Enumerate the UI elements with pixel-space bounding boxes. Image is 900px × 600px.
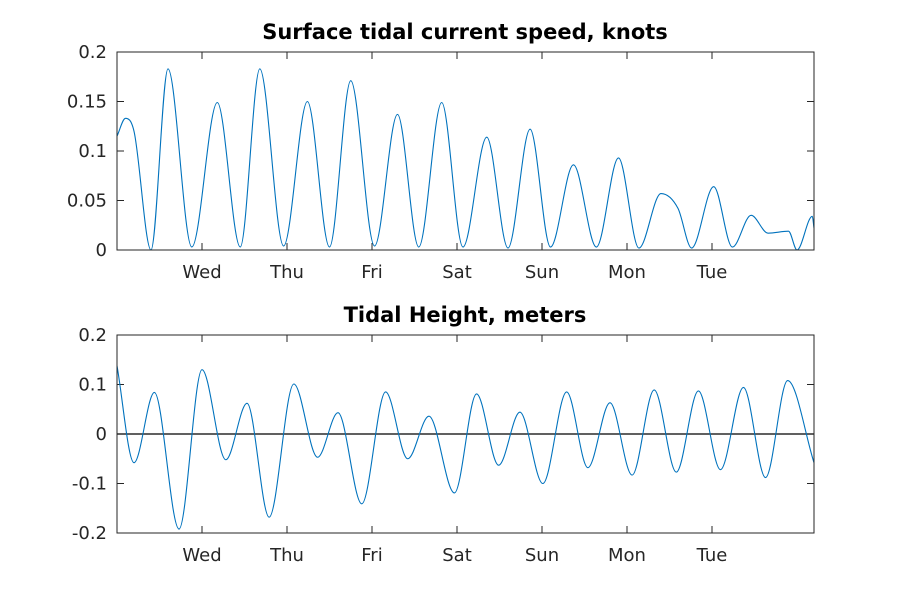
tidal-height-ytick-label: 0.2: [78, 325, 107, 346]
current-speed-axes-box: [116, 51, 815, 251]
current-speed-tick-labels: 0 0.05 0.1 0.15 0.2 Wed Thu Fri Sat Sun Mon Tue: [67, 42, 727, 283]
current-speed-xtick-label: Mon: [608, 262, 646, 283]
tidal-height-line: [116, 365, 815, 530]
tidal-height-ytick-label: 0: [96, 424, 107, 445]
tidal-height-xtick-label: Sun: [525, 545, 559, 566]
current-speed-ytick-label: 0.2: [78, 42, 107, 63]
tidal-height-ytick-label: -0.2: [72, 523, 107, 544]
tidal-height-xtick-label: Tue: [696, 545, 728, 566]
current-speed-ytick-label: 0.05: [67, 191, 107, 212]
tidal-height-tick-labels: -0.2 -0.1 0 0.1 0.2 Wed Thu Fri Sat Sun Mon Tue: [72, 325, 728, 566]
current-speed-ytick-label: 0.1: [78, 141, 107, 162]
tidal-height-chart: Tidal Height, meters -0.2 -0.1 0 0.1 0.2 Wed T…: [72, 303, 815, 566]
current-speed-ytick-label: 0: [96, 240, 107, 261]
tidal-height-axes-box: [116, 334, 815, 534]
current-speed-xtick-label: Sun: [525, 262, 559, 283]
current-speed-xtick-label: Wed: [182, 262, 221, 283]
current-speed-xtick-label: Fri: [361, 262, 382, 283]
tidal-height-xtick-label: Mon: [608, 545, 646, 566]
current-speed-xtick-label: Tue: [696, 262, 728, 283]
tidal-height-xtick-label: Fri: [361, 545, 382, 566]
current-speed-chart: Surface tidal current speed, knots 0 0.05…: [67, 20, 815, 283]
tidal-height-xtick-label: Wed: [182, 545, 221, 566]
current-speed-xtick-label: Sat: [442, 262, 472, 283]
current-speed-line: [116, 68, 815, 251]
current-speed-xtick-label: Thu: [269, 262, 304, 283]
tidal-height-ytick-label: -0.1: [72, 474, 107, 495]
tidal-height-title: Tidal Height, meters: [344, 303, 587, 327]
tidal-height-ytick-label: 0.1: [78, 375, 107, 396]
tidal-height-xtick-label: Sat: [442, 545, 472, 566]
tidal-height-xtick-label: Thu: [269, 545, 304, 566]
current-speed-title: Surface tidal current speed, knots: [262, 20, 668, 44]
current-speed-ytick-label: 0.15: [67, 92, 107, 113]
